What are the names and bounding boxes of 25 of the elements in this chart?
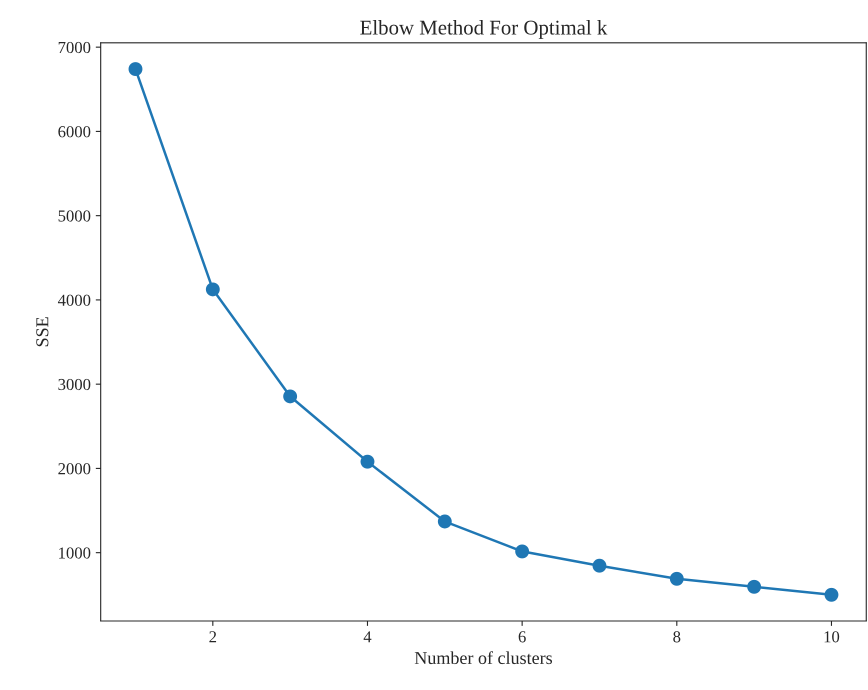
y-tick-label: 2000	[58, 463, 90, 474]
point	[515, 544, 530, 558]
y-tick-label: 6000	[58, 126, 90, 138]
point	[824, 588, 838, 602]
x-tick-label: 6	[518, 631, 526, 642]
point	[283, 389, 298, 404]
point	[747, 580, 762, 594]
y-tick-label: 5000	[58, 210, 90, 222]
point	[206, 282, 220, 296]
point	[438, 514, 452, 528]
point	[670, 572, 684, 586]
y-tick-label: 3000	[58, 378, 90, 390]
y-axis-title: SSE	[36, 317, 48, 346]
x-tick-label: 10	[824, 631, 840, 642]
x-axis-title: Number of clusters	[414, 651, 552, 664]
x-tick-label: 2	[209, 631, 216, 642]
chart-title: Elbow Method For Optimal k	[360, 20, 608, 39]
y-tick-label: 1000	[59, 547, 90, 559]
y-tick-label: 4000	[58, 294, 90, 306]
point	[360, 454, 374, 469]
x-tick-label: 8	[673, 631, 680, 642]
x-tick-label: 4	[364, 631, 372, 642]
point	[592, 558, 606, 573]
point	[128, 62, 142, 76]
y-tick-label: 7000	[58, 42, 90, 54]
